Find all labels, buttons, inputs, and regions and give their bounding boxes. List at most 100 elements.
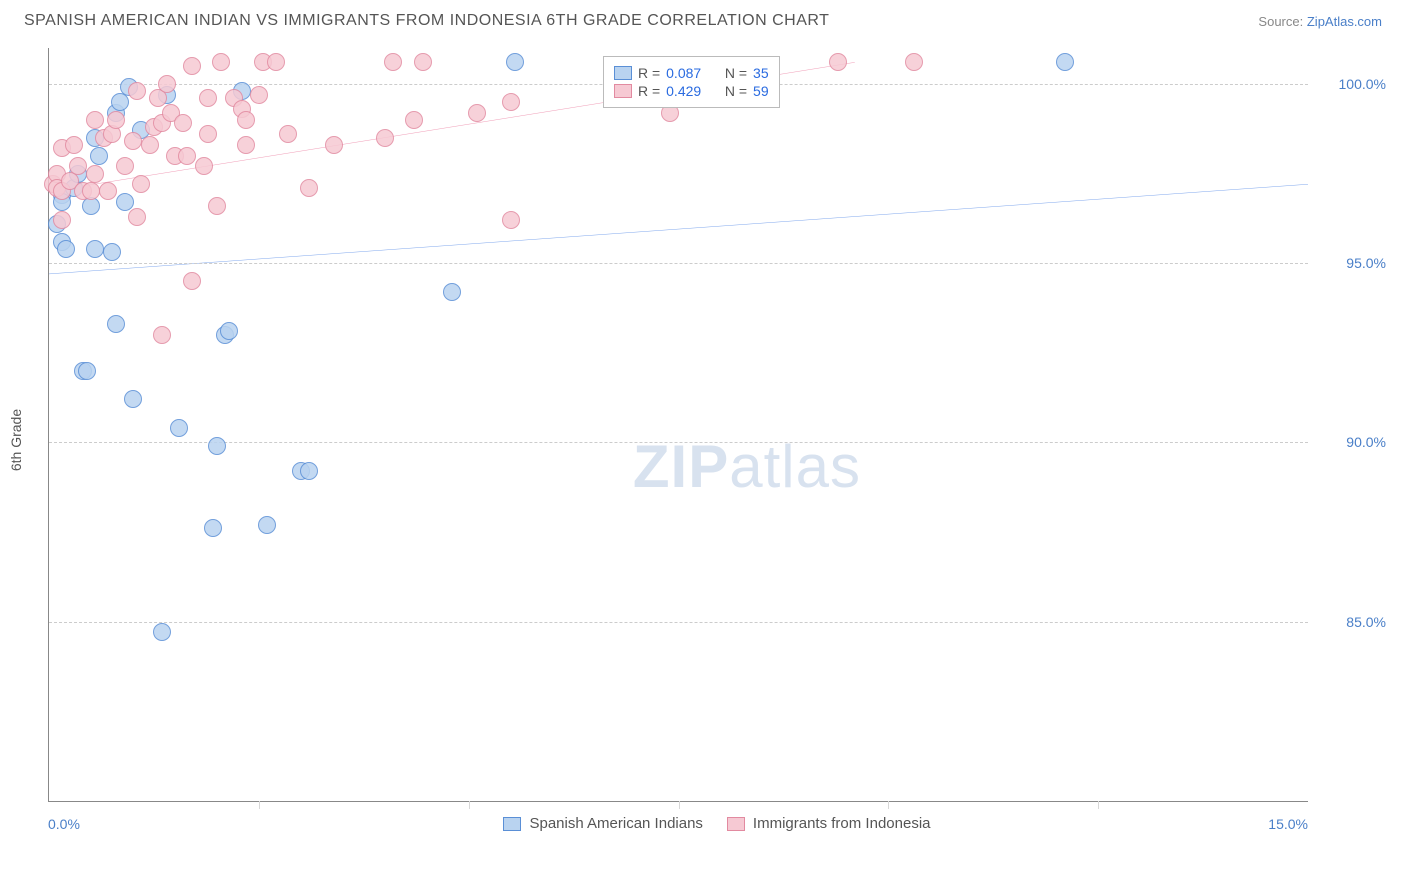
stats-swatch xyxy=(614,84,632,98)
scatter-point xyxy=(237,111,255,129)
stat-r-value: 0.429 xyxy=(666,83,701,99)
source-label: Source: xyxy=(1258,14,1303,29)
scatter-point xyxy=(107,315,125,333)
scatter-point xyxy=(158,75,176,93)
legend-swatch-series-a xyxy=(503,817,521,831)
scatter-point xyxy=(502,93,520,111)
bottom-legend: 0.0% Spanish American Indians Immigrants… xyxy=(48,815,1386,832)
scatter-point xyxy=(506,53,524,71)
trend-lines-svg xyxy=(49,48,1308,801)
scatter-point xyxy=(103,243,121,261)
scatter-point xyxy=(208,197,226,215)
scatter-point xyxy=(905,53,923,71)
scatter-point xyxy=(384,53,402,71)
grid-line-h xyxy=(49,442,1308,443)
x-tick-mark xyxy=(259,801,260,809)
scatter-point xyxy=(90,147,108,165)
scatter-point xyxy=(178,147,196,165)
scatter-point xyxy=(132,175,150,193)
scatter-point xyxy=(183,272,201,290)
scatter-point xyxy=(174,114,192,132)
scatter-point xyxy=(153,326,171,344)
scatter-point xyxy=(405,111,423,129)
scatter-point xyxy=(220,322,238,340)
legend-item-series-b: Immigrants from Indonesia xyxy=(727,815,931,832)
scatter-point xyxy=(250,86,268,104)
scatter-point xyxy=(86,111,104,129)
y-tick-label: 100.0% xyxy=(1316,76,1386,92)
stats-row: R = 0.087 N = 35 xyxy=(614,65,769,81)
stat-r-label: R = xyxy=(638,83,660,99)
scatter-point xyxy=(204,519,222,537)
stats-swatch xyxy=(614,66,632,80)
source-link[interactable]: ZipAtlas.com xyxy=(1307,14,1382,29)
scatter-point xyxy=(443,283,461,301)
scatter-point xyxy=(86,240,104,258)
stat-n-label: N = xyxy=(725,65,747,81)
scatter-point xyxy=(199,89,217,107)
scatter-point xyxy=(107,111,125,129)
scatter-point xyxy=(1056,53,1074,71)
y-tick-label: 95.0% xyxy=(1316,255,1386,271)
scatter-point xyxy=(78,362,96,380)
chart-container: 6th Grade ZIPatlas 85.0%90.0%95.0%100.0%… xyxy=(48,48,1386,832)
stats-legend-box: R = 0.087 N = 35 R = 0.429 N = 59 xyxy=(603,56,780,108)
legend-label-series-b: Immigrants from Indonesia xyxy=(753,815,931,832)
scatter-point xyxy=(183,57,201,75)
scatter-point xyxy=(325,136,343,154)
scatter-point xyxy=(141,136,159,154)
scatter-point xyxy=(128,82,146,100)
scatter-point xyxy=(82,182,100,200)
scatter-point xyxy=(267,53,285,71)
stat-n-value: 35 xyxy=(753,65,769,81)
y-axis-label: 6th Grade xyxy=(8,409,24,471)
scatter-point xyxy=(57,240,75,258)
legend-label-series-a: Spanish American Indians xyxy=(529,815,702,832)
scatter-point xyxy=(65,136,83,154)
y-tick-label: 85.0% xyxy=(1316,614,1386,630)
x-axis-max-label: 15.0% xyxy=(1268,816,1308,832)
y-tick-label: 90.0% xyxy=(1316,434,1386,450)
scatter-point xyxy=(86,165,104,183)
chart-title: SPANISH AMERICAN INDIAN VS IMMIGRANTS FR… xyxy=(24,12,829,30)
scatter-point xyxy=(116,157,134,175)
legend-swatch-series-b xyxy=(727,817,745,831)
scatter-point xyxy=(208,437,226,455)
stat-n-label: N = xyxy=(725,83,747,99)
stat-r-value: 0.087 xyxy=(666,65,701,81)
scatter-point xyxy=(69,157,87,175)
scatter-point xyxy=(53,211,71,229)
stats-row: R = 0.429 N = 59 xyxy=(614,83,769,99)
scatter-point xyxy=(468,104,486,122)
scatter-point xyxy=(279,125,297,143)
scatter-point xyxy=(199,125,217,143)
scatter-point xyxy=(414,53,432,71)
trend-line xyxy=(49,184,1308,274)
scatter-point xyxy=(237,136,255,154)
scatter-point xyxy=(212,53,230,71)
scatter-point xyxy=(153,623,171,641)
scatter-point xyxy=(376,129,394,147)
stat-r-label: R = xyxy=(638,65,660,81)
x-axis-min-label: 0.0% xyxy=(48,816,80,832)
scatter-point xyxy=(300,179,318,197)
scatter-point xyxy=(829,53,847,71)
x-tick-mark xyxy=(1098,801,1099,809)
grid-line-h xyxy=(49,622,1308,623)
scatter-point xyxy=(124,132,142,150)
scatter-point xyxy=(170,419,188,437)
grid-line-h xyxy=(49,263,1308,264)
scatter-point xyxy=(502,211,520,229)
scatter-point xyxy=(124,390,142,408)
x-tick-mark xyxy=(469,801,470,809)
stat-n-value: 59 xyxy=(753,83,769,99)
scatter-point xyxy=(128,208,146,226)
plot-area: ZIPatlas 85.0%90.0%95.0%100.0% R = 0.087… xyxy=(48,48,1308,802)
scatter-point xyxy=(258,516,276,534)
legend-item-series-a: Spanish American Indians xyxy=(503,815,702,832)
x-tick-mark xyxy=(888,801,889,809)
scatter-point xyxy=(195,157,213,175)
header-bar: SPANISH AMERICAN INDIAN VS IMMIGRANTS FR… xyxy=(0,0,1406,38)
scatter-point xyxy=(300,462,318,480)
x-tick-mark xyxy=(679,801,680,809)
